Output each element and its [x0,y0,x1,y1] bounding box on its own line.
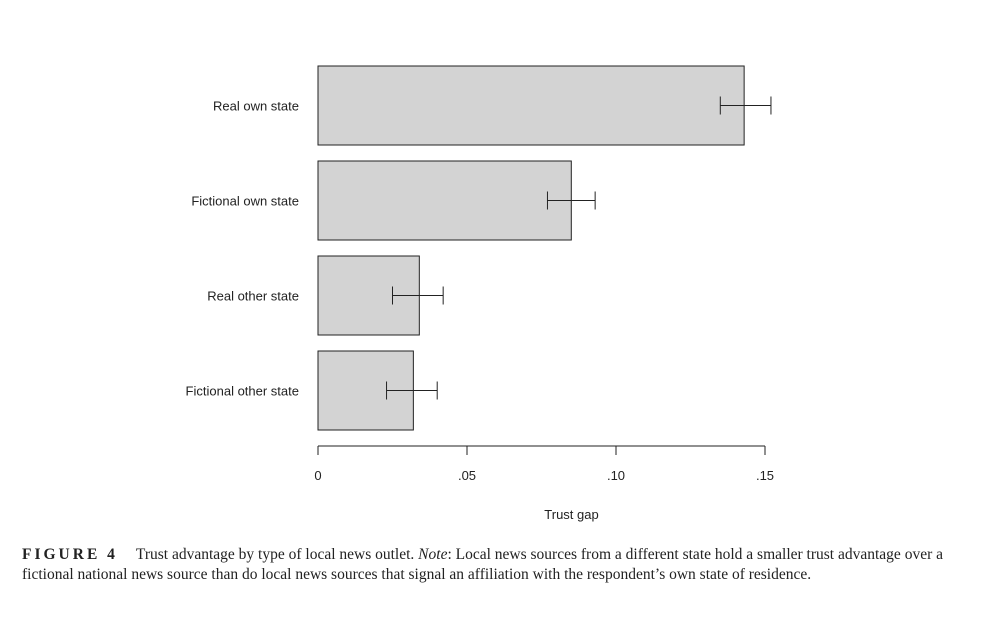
bars-layer [317,65,772,431]
category-label-real-other-state: Real other state [207,289,299,304]
category-label-fictional-own-state: Fictional own state [191,194,299,209]
x-tick-label: .15 [756,468,774,483]
category-labels-layer: Real own state Fictional own state Real ot… [186,99,299,399]
x-tick-label: .05 [458,468,476,483]
figure-caption: FIGURE 4 Trust advantage by type of local… [22,545,982,585]
caption-note-text: : Local news sources from a different st… [22,546,943,583]
error-bar-fictional-own-state [546,191,596,210]
x-axis-title: Trust gap [544,507,598,522]
category-label-fictional-other-state: Fictional other state [186,384,299,399]
x-tick-label: 0 [314,468,321,483]
bar-real-own-state [317,65,745,146]
caption-note-label: Note [418,546,448,563]
category-label-real-own-state: Real own state [213,99,299,114]
error-bar-real-own-state [719,96,772,115]
error-bar-real-other-state [392,286,444,305]
trust-gap-bar-chart: Real own state Fictional own state Real ot… [186,65,774,522]
figure-label: FIGURE 4 [22,546,118,563]
bar-fictional-own-state [317,160,572,241]
x-axis: 0 .05 .10 .15 Trust gap [314,445,774,522]
caption-text: Trust advantage by type of local news ou… [135,546,419,563]
x-tick-label: .10 [607,468,625,483]
error-bar-fictional-other-state [386,381,438,400]
